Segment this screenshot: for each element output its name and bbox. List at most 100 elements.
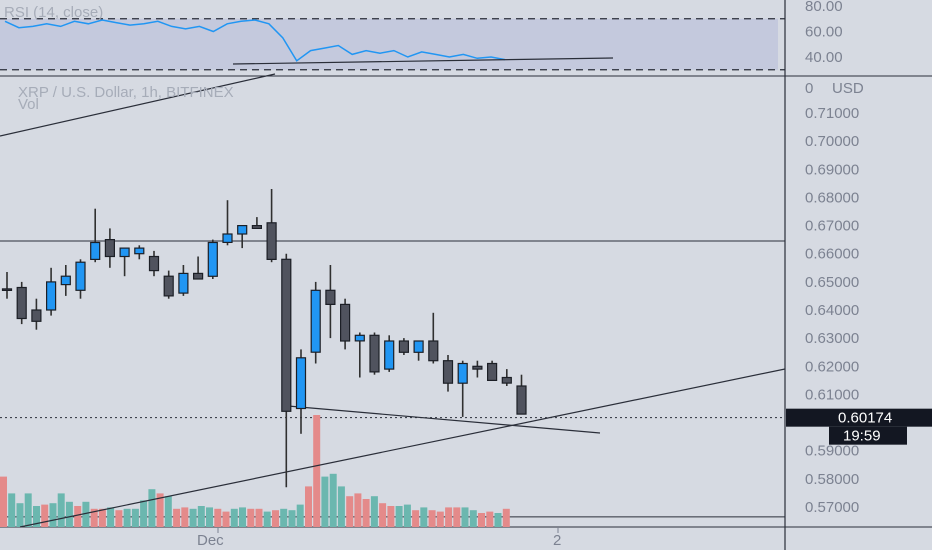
- volume-bar: [197, 506, 205, 527]
- candle[interactable]: [45, 267, 57, 316]
- candle[interactable]: [310, 281, 321, 364]
- volume-bar: [420, 507, 428, 527]
- candle-body: [45, 281, 57, 311]
- candle[interactable]: [222, 200, 233, 246]
- volume-bar: [453, 507, 461, 527]
- volume-bar: [90, 508, 98, 527]
- candle[interactable]: [104, 228, 116, 268]
- candle[interactable]: [369, 332, 380, 375]
- candle[interactable]: [60, 265, 71, 296]
- candle[interactable]: [251, 217, 262, 230]
- candle[interactable]: [119, 247, 130, 277]
- candle[interactable]: [398, 338, 409, 355]
- volume-bar: [502, 508, 510, 527]
- volume-bar: [387, 506, 395, 527]
- candle[interactable]: [501, 369, 512, 386]
- candle[interactable]: [266, 189, 277, 263]
- candle-body: [516, 385, 527, 415]
- volume-bar: [24, 493, 32, 527]
- price-tick-label: 0.63000: [805, 330, 859, 347]
- candle[interactable]: [428, 312, 439, 364]
- volume-bar: [395, 506, 403, 527]
- current-price-tag[interactable]: [786, 408, 932, 427]
- trendline-descending[interactable]: [287, 405, 601, 434]
- volume-bar: [469, 510, 477, 527]
- candle[interactable]: [193, 256, 204, 280]
- volume-legend: Vol: [18, 96, 39, 113]
- volume-bar: [189, 508, 197, 527]
- candle-body: [134, 247, 145, 255]
- candle-body: [428, 340, 439, 362]
- candle-body: [325, 289, 336, 305]
- candle[interactable]: [295, 349, 307, 434]
- candle-body: [251, 225, 262, 230]
- candle[interactable]: [281, 253, 292, 488]
- volume-bar: [173, 508, 181, 527]
- price-tick-label: 0.57000: [805, 499, 859, 516]
- volume-bar: [107, 507, 115, 527]
- volume-bar: [140, 500, 148, 527]
- symbol-legend[interactable]: XRP / U.S. Dollar, 1h, BITFINEX: [18, 84, 234, 101]
- candle[interactable]: [31, 298, 42, 330]
- candle[interactable]: [16, 281, 27, 325]
- candle[interactable]: [487, 360, 498, 381]
- volume-bar: [33, 506, 40, 527]
- candle[interactable]: [237, 225, 248, 249]
- volume-bar: [156, 493, 164, 527]
- price-tick-label: 0.65000: [805, 274, 859, 291]
- rsi-trendline[interactable]: [232, 57, 614, 65]
- price-tick-label: 0.68000: [805, 189, 859, 206]
- candle[interactable]: [207, 239, 218, 279]
- candle[interactable]: [384, 335, 395, 372]
- volume-bar: [329, 473, 337, 527]
- candle[interactable]: [516, 374, 527, 415]
- candle[interactable]: [354, 332, 365, 378]
- countdown-label: 19:59: [843, 428, 881, 445]
- volume-bar: [82, 501, 90, 527]
- volume-bar: [255, 508, 263, 527]
- candle[interactable]: [442, 355, 454, 392]
- candle-body: [442, 360, 454, 384]
- rsi-legend: RSI (14, close): [4, 4, 103, 21]
- rsi-line[interactable]: [4, 19, 506, 62]
- volume-bar: [412, 510, 420, 527]
- candle-body: [1, 288, 13, 291]
- volume-bar: [403, 504, 411, 527]
- candle-body: [193, 272, 204, 280]
- candle[interactable]: [148, 250, 160, 277]
- volume-bar: [49, 503, 57, 527]
- candle[interactable]: [178, 265, 189, 296]
- candle[interactable]: [457, 360, 468, 417]
- volume-bar: [305, 486, 312, 527]
- candle[interactable]: [325, 265, 336, 339]
- candle[interactable]: [134, 245, 145, 260]
- trendline-ascending[interactable]: [19, 368, 786, 528]
- price-tick-label: 0.67000: [805, 218, 859, 235]
- trendline-upper-left[interactable]: [0, 73, 276, 137]
- volume-bar: [337, 486, 345, 527]
- candle-body: [60, 275, 71, 286]
- volume-bar: [263, 511, 271, 527]
- candle[interactable]: [1, 272, 13, 299]
- volume-bar: [272, 510, 279, 527]
- candle-body: [310, 289, 321, 353]
- price-tick-label: 0.64000: [805, 302, 859, 319]
- candle[interactable]: [90, 208, 101, 263]
- candle[interactable]: [75, 259, 86, 299]
- countdown-tag: [829, 426, 907, 445]
- candle-body: [148, 255, 160, 272]
- candle[interactable]: [340, 298, 351, 350]
- candle-body: [295, 357, 307, 410]
- candle-body: [457, 362, 468, 384]
- price-tick-label: 0.58000: [805, 471, 859, 488]
- candle[interactable]: [413, 340, 424, 361]
- candle[interactable]: [163, 270, 174, 299]
- volume-bar: [230, 508, 238, 527]
- currency-label[interactable]: USD: [832, 80, 864, 97]
- volume-bar: [362, 499, 370, 527]
- candle[interactable]: [472, 360, 483, 378]
- candle-body: [207, 241, 218, 277]
- candle-body: [163, 275, 174, 297]
- candle-body: [340, 303, 351, 342]
